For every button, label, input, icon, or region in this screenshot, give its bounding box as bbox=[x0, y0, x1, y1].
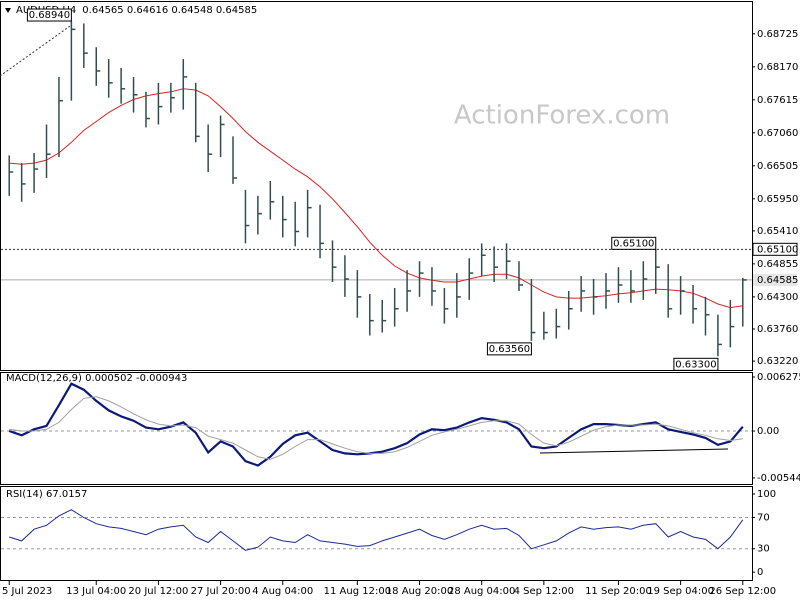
y-tick-label: 0.68725 bbox=[757, 29, 798, 40]
price-panel bbox=[0, 1, 753, 371]
y-tick-label: 0.68170 bbox=[757, 62, 798, 73]
x-tick-label: 4 Sep 12:00 bbox=[514, 586, 574, 597]
y-tick-label: 0.63760 bbox=[757, 324, 798, 335]
annotation-label: 0.63300 bbox=[675, 359, 716, 370]
annotation-box bbox=[26, 8, 72, 22]
price-label: 0.65100 bbox=[757, 244, 798, 255]
y-tick-label: 0 bbox=[757, 567, 763, 578]
annotation-label: 0.63560 bbox=[489, 344, 530, 355]
y-tick-label: -0.005446 bbox=[757, 473, 800, 484]
y-tick-label: 0.64855 bbox=[757, 259, 798, 270]
y-tick-label: 30 bbox=[757, 544, 770, 555]
rsi-title: RSI(14) 67.0157 bbox=[6, 489, 87, 500]
x-tick-label: 27 Jul 20:00 bbox=[191, 586, 251, 597]
x-tick-label: 20 Jul 12:00 bbox=[128, 586, 188, 597]
support-line bbox=[539, 448, 729, 454]
price-label: 0.64585 bbox=[757, 275, 798, 286]
annotation-label: 0.65100 bbox=[613, 238, 654, 249]
macd-title: MACD(12,26,9) 0.000502 -0.000943 bbox=[6, 373, 187, 384]
x-tick-label: 18 Aug 20:00 bbox=[386, 586, 453, 597]
y-tick-label: 0.006275 bbox=[757, 372, 800, 383]
y-tick-label: 0.63220 bbox=[757, 356, 798, 367]
y-tick-label: 100 bbox=[757, 489, 776, 500]
x-tick-label: 28 Aug 04:00 bbox=[448, 586, 515, 597]
series-line bbox=[9, 88, 743, 309]
y-tick-label: 0.65950 bbox=[757, 194, 798, 205]
series-line bbox=[9, 396, 743, 460]
annotation-box bbox=[486, 342, 532, 356]
y-tick-label: 0.66505 bbox=[757, 161, 798, 172]
y-tick-label: 70 bbox=[757, 512, 770, 523]
ohlc-readout: 0.64565 0.64616 0.64548 0.64585 bbox=[82, 5, 257, 16]
y-tick-label: 0.67615 bbox=[757, 95, 798, 106]
price-label-box bbox=[752, 242, 798, 256]
x-tick-label: 19 Sep 04:00 bbox=[647, 586, 714, 597]
price-label-box bbox=[753, 273, 797, 286]
series-line bbox=[9, 509, 744, 551]
annotation-box bbox=[611, 236, 657, 250]
x-tick-label: 11 Aug 12:00 bbox=[324, 586, 391, 597]
menu-triangle bbox=[5, 8, 11, 13]
macd-panel bbox=[0, 372, 753, 485]
annotation-label: 0.68940 bbox=[29, 10, 70, 21]
x-tick-label: 26 Sep 12:00 bbox=[709, 586, 776, 597]
y-tick-label: 0.00 bbox=[757, 426, 779, 437]
x-tick-label: 5 Jul 2023 bbox=[2, 586, 52, 597]
rsi-panel bbox=[0, 486, 753, 581]
x-tick-label: 4 Aug 04:00 bbox=[252, 586, 313, 597]
y-tick-label: 0.65410 bbox=[757, 226, 798, 237]
annotation-box bbox=[673, 357, 719, 371]
watermark: ActionForex.com bbox=[454, 101, 670, 131]
y-tick-label: 0.64300 bbox=[757, 292, 798, 303]
x-tick-label: 11 Sep 20:00 bbox=[585, 586, 652, 597]
x-tick-label: 13 Jul 04:00 bbox=[66, 586, 126, 597]
y-tick-label: 0.67060 bbox=[757, 128, 798, 139]
